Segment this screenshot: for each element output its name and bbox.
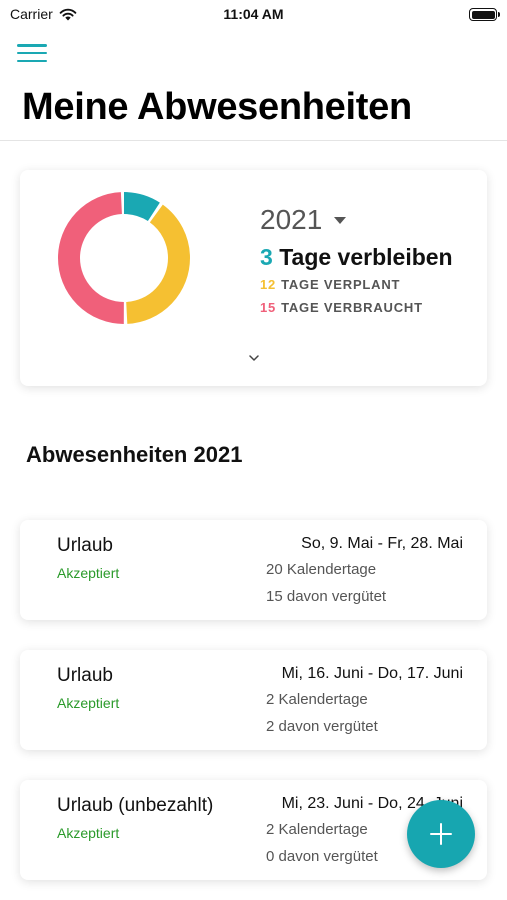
absence-status: Akzeptiert <box>57 825 120 841</box>
remaining-label: Tage verbleiben <box>279 244 453 270</box>
page-title: Meine Abwesenheiten <box>22 86 412 128</box>
absence-date-range: So, 9. Mai - Fr, 28. Mai <box>301 535 463 552</box>
year-selector[interactable]: 2021 <box>260 204 347 236</box>
donut-segment-remaining <box>58 192 190 324</box>
used-label: TAGE VERBRAUCHT <box>281 300 423 315</box>
absence-calendar-days: 2 Kalendertage <box>266 821 368 838</box>
donut-segment-planned <box>58 192 190 324</box>
absence-paid-days: 2 davon vergütet <box>266 718 378 735</box>
clock: 11:04 AM <box>223 6 284 22</box>
absence-calendar-days: 20 Kalendertage <box>266 561 377 578</box>
header-divider <box>0 140 507 141</box>
planned-count: 12 <box>260 277 277 292</box>
used-days: 15 TAGE VERBRAUCHT <box>260 300 423 315</box>
battery-icon <box>469 8 500 21</box>
absence-status: Akzeptiert <box>57 565 120 581</box>
used-count: 15 <box>260 300 277 315</box>
add-absence-button[interactable] <box>407 800 475 868</box>
absence-item[interactable]: Urlaub Akzeptiert So, 9. Mai - Fr, 28. M… <box>20 520 487 620</box>
remaining-count: 3 <box>260 244 273 270</box>
carrier-label: Carrier <box>10 6 53 22</box>
caret-down-icon <box>334 216 347 224</box>
summary-card: 2021 3 Tage verbleiben 12 TAGE VERPLANT 1… <box>20 170 487 386</box>
chevron-down-icon[interactable] <box>248 352 260 364</box>
wifi-icon <box>59 8 77 20</box>
absence-status: Akzeptiert <box>57 695 120 711</box>
absence-type: Urlaub <box>57 665 113 686</box>
year-label: 2021 <box>260 204 323 235</box>
absence-item[interactable]: Urlaub Akzeptiert Mi, 16. Juni - Do, 17.… <box>20 650 487 750</box>
absence-type: Urlaub (unbezahlt) <box>57 795 214 816</box>
absence-donut-chart <box>58 192 190 324</box>
carrier-info: Carrier <box>10 6 77 22</box>
planned-days: 12 TAGE VERPLANT <box>260 277 400 292</box>
absence-date-range: Mi, 16. Juni - Do, 17. Juni <box>281 665 463 682</box>
donut-segment-used <box>58 192 190 324</box>
absence-paid-days: 0 davon vergütet <box>266 848 378 865</box>
section-title: Abwesenheiten 2021 <box>26 442 243 467</box>
absence-paid-days: 15 davon vergütet <box>266 588 387 605</box>
absence-calendar-days: 2 Kalendertage <box>266 691 368 708</box>
remaining-days: 3 Tage verbleiben <box>260 244 453 271</box>
planned-label: TAGE VERPLANT <box>281 277 401 292</box>
hamburger-icon[interactable] <box>17 42 47 64</box>
absence-type: Urlaub <box>57 535 113 556</box>
status-bar: Carrier 11:04 AM <box>0 0 507 30</box>
